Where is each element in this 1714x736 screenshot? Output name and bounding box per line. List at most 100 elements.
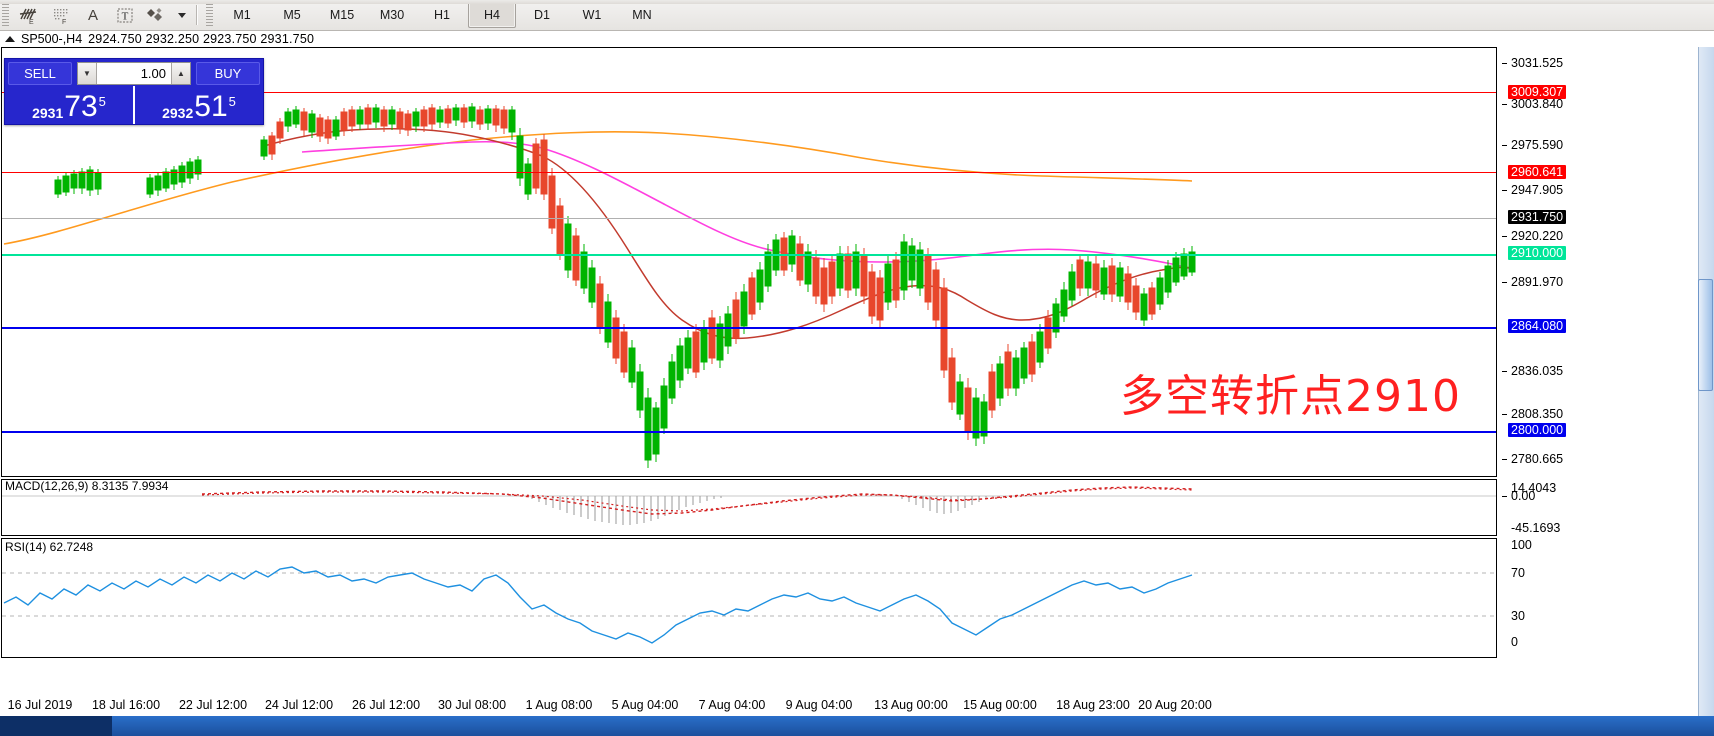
ma-darkred-line	[263, 128, 1193, 340]
timeframe-m1[interactable]: M1	[233, 8, 251, 22]
volume-increase-icon[interactable]: ▲	[171, 63, 190, 84]
axis-tick	[1502, 496, 1507, 497]
macd-label: MACD(12,26,9) 8.3135 7.9934	[5, 479, 169, 493]
buy-price-display[interactable]: 2932 51 5	[133, 86, 263, 124]
chart-annotation-text[interactable]: 多空转折点2910	[1120, 371, 1461, 422]
axis-tick	[1502, 459, 1507, 460]
time-label: 7 Aug 04:00	[698, 698, 766, 712]
price-label-2891: 2891.970	[1511, 275, 1564, 289]
axis-tick	[1502, 145, 1507, 146]
level-line-2960[interactable]	[2, 172, 1496, 173]
crosshair-grid-icon[interactable]: F	[46, 2, 76, 28]
price-scale-axis[interactable]: 3031.525 3009.307 3003.840 2975.590 2960…	[1499, 47, 1714, 715]
price-label-2808: 2808.350	[1511, 407, 1564, 421]
sell-price-display[interactable]: 2931 73 5	[5, 86, 133, 124]
dropdown-arrow-icon[interactable]	[174, 2, 190, 28]
price-label-3031: 3031.525	[1511, 56, 1564, 70]
buy-button[interactable]: BUY	[196, 62, 260, 85]
timeframe-h4[interactable]: H4	[468, 2, 516, 28]
vertical-scrollbar[interactable]	[1698, 47, 1714, 716]
axis-tick	[1502, 104, 1507, 105]
rsi-label: RSI(14) 62.7248	[5, 540, 94, 554]
time-label: 16 Jul 2019	[7, 698, 73, 712]
time-label: 30 Jul 08:00	[437, 698, 507, 712]
level-line-3009[interactable]	[2, 92, 1496, 93]
collapse-triangle-icon[interactable]	[5, 36, 15, 42]
timeframe-d1[interactable]: D1	[534, 8, 550, 22]
timeframe-h1[interactable]: H1	[434, 8, 450, 22]
time-label: 18 Aug 23:00	[1056, 698, 1130, 712]
chart-toolbar: E F A	[0, 0, 1714, 31]
time-label: 1 Aug 08:00	[525, 698, 593, 712]
one-click-trading-panel[interactable]: SELL ▼ 1.00 ▲ BUY 2931 73 5 2932 51 5	[4, 58, 264, 125]
os-taskbar[interactable]	[0, 716, 1714, 736]
ma-orange-line	[3, 131, 1193, 245]
price-label-2920: 2920.220	[1511, 229, 1564, 243]
rsi-line	[3, 566, 1193, 644]
price-label-2947: 2947.905	[1511, 183, 1564, 197]
symbol-ohlc-bar: SP500-,H4 2924.750 2932.250 2923.750 293…	[0, 31, 1714, 47]
price-label-2960: 2960.641	[1508, 165, 1567, 179]
timeframe-w1[interactable]: W1	[582, 8, 602, 22]
price-label-2800: 2800.000	[1508, 423, 1567, 437]
sell-price-decimals: 73	[64, 90, 98, 123]
text-tool-icon[interactable]: A	[87, 6, 98, 24]
macd-axis-label-max: 14.4043	[1511, 481, 1557, 495]
buy-price-decimals: 51	[194, 90, 228, 123]
toolbar-drag-handle[interactable]	[2, 4, 9, 26]
indicators-icon[interactable]: E	[14, 2, 44, 28]
time-label: 26 Jul 12:00	[351, 698, 421, 712]
ma-magenta-line	[301, 140, 1193, 271]
sell-price-fraction: 5	[98, 94, 106, 109]
time-label: 15 Aug 00:00	[963, 698, 1037, 712]
timeframe-mn[interactable]: MN	[632, 8, 652, 22]
time-label: 9 Aug 04:00	[785, 698, 853, 712]
taskbar-start-area[interactable]	[0, 716, 112, 736]
volume-stepper[interactable]: ▼ 1.00 ▲	[77, 62, 191, 85]
macd-axis-label-zero: 0.00	[1511, 489, 1536, 503]
axis-tick	[1502, 190, 1507, 191]
buy-price-fraction: 5	[228, 94, 236, 109]
macd-histogram	[531, 496, 994, 525]
axis-tick	[1502, 236, 1507, 237]
time-label: 24 Jul 12:00	[264, 698, 334, 712]
macd-pane[interactable]: MACD(12,26,9) 8.3135 7.9934	[1, 479, 1497, 536]
time-label: 18 Jul 16:00	[91, 698, 161, 712]
buy-price-integer: 2932	[162, 105, 194, 121]
time-label: 13 Aug 00:00	[874, 698, 948, 712]
price-label-2780: 2780.665	[1511, 452, 1564, 466]
volume-input[interactable]: 1.00	[97, 63, 171, 84]
time-label: 22 Jul 12:00	[178, 698, 248, 712]
level-line-2910[interactable]	[2, 254, 1496, 256]
axis-tick	[1502, 282, 1507, 283]
time-label: 5 Aug 04:00	[611, 698, 679, 712]
text-label-icon[interactable]: T	[110, 2, 140, 28]
timeframe-drag-handle[interactable]	[206, 4, 213, 26]
timeframe-m5[interactable]: M5	[283, 8, 301, 22]
toolbar-separator	[196, 5, 197, 25]
rsi-axis-label-100: 100	[1511, 538, 1532, 552]
macd-chart-svg	[2, 486, 1496, 525]
svg-text:F: F	[62, 19, 66, 26]
level-line-2864[interactable]	[2, 327, 1496, 329]
rsi-axis-label-70: 70	[1511, 566, 1525, 580]
chart-area[interactable]: 多空转折点2910 MACD(12,26,9) 8.3135 7.9934	[0, 47, 1714, 715]
toolbar-top-strip	[0, 0, 1714, 4]
oct-control-row: SELL ▼ 1.00 ▲ BUY	[5, 59, 263, 86]
price-label-2864: 2864.080	[1508, 319, 1567, 333]
price-label-2910: 2910.000	[1508, 246, 1567, 260]
level-line-2800[interactable]	[2, 431, 1496, 433]
rsi-pane[interactable]: RSI(14) 62.7248	[1, 538, 1497, 658]
svg-text:E: E	[29, 19, 34, 26]
timeframe-m30[interactable]: M30	[379, 8, 405, 22]
timeframe-m15[interactable]: M15	[329, 8, 355, 22]
objects-icon[interactable]	[142, 2, 172, 28]
macd-signal-line	[201, 487, 1193, 512]
time-label: 20 Aug 20:00	[1138, 698, 1212, 712]
time-scale-axis[interactable]: 16 Jul 2019 18 Jul 16:00 22 Jul 12:00 24…	[0, 695, 1714, 717]
sell-button[interactable]: SELL	[8, 62, 72, 85]
volume-decrease-icon[interactable]: ▼	[78, 63, 97, 84]
ohlc-values: 2924.750 2932.250 2923.750 2931.750	[88, 32, 315, 46]
scrollbar-thumb[interactable]	[1698, 279, 1713, 391]
